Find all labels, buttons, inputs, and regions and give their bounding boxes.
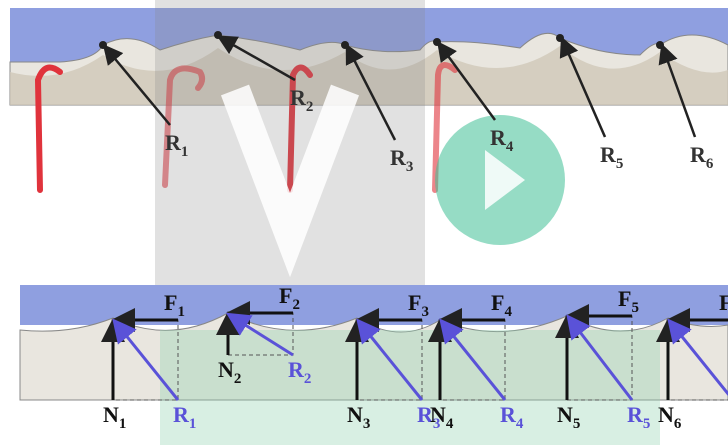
label-main: R <box>627 402 644 427</box>
label: R2 <box>288 357 311 387</box>
label-main: R <box>417 402 434 427</box>
label-sub: 2 <box>234 371 242 387</box>
arrow <box>102 44 171 126</box>
label-sub: 4 <box>504 304 512 320</box>
label-main: R <box>490 125 507 150</box>
label: F4 <box>491 290 512 320</box>
label-sub: 4 <box>506 139 514 155</box>
label: F3 <box>408 290 429 320</box>
arrow <box>559 36 607 138</box>
label-main: R <box>690 142 707 167</box>
label-sub: 1 <box>181 144 189 160</box>
arrow <box>658 43 697 138</box>
label-sub: 3 <box>433 416 441 432</box>
label-main: F <box>719 290 728 315</box>
label-main: F <box>164 290 177 315</box>
label-sub: 2 <box>304 371 312 387</box>
label-main: N <box>347 402 363 427</box>
label: R5 <box>600 142 623 172</box>
label-sub: 5 <box>616 156 624 172</box>
label-sub: 2 <box>292 297 300 313</box>
label: N3 <box>347 402 370 432</box>
label: N1 <box>103 402 126 432</box>
label-sub: 1 <box>189 416 197 432</box>
label-main: R <box>173 402 190 427</box>
label-sub: 3 <box>363 416 371 432</box>
arrow <box>345 43 397 141</box>
force-arrow <box>667 318 728 397</box>
arrow <box>437 40 497 121</box>
label-main: R <box>500 402 517 427</box>
label-main: F <box>279 283 292 308</box>
contact-point <box>341 41 349 49</box>
label: R5 <box>627 402 650 432</box>
guide-box <box>112 319 179 401</box>
label-main: N <box>103 402 119 427</box>
label: F5 <box>618 286 639 316</box>
label: R4 <box>490 125 514 155</box>
label-main: R <box>600 142 617 167</box>
label: R2 <box>290 85 313 115</box>
contact-point <box>656 41 664 49</box>
force-arrow <box>112 318 180 401</box>
label: R3 <box>417 402 440 432</box>
label: R6 <box>690 142 714 172</box>
contact-point <box>214 31 222 39</box>
label-sub: 6 <box>674 416 682 432</box>
contact-point <box>433 38 441 46</box>
label-sub: 1 <box>177 304 185 320</box>
label-sub: 6 <box>706 156 714 172</box>
force-arrow <box>566 314 634 401</box>
label-main: N <box>218 357 234 382</box>
label-sub: 1 <box>119 416 127 432</box>
label: R1 <box>165 130 188 160</box>
force-arrow <box>225 312 294 357</box>
label: R1 <box>173 402 196 432</box>
label-sub: 5 <box>573 416 581 432</box>
guide-box <box>667 319 728 401</box>
label: F2 <box>279 283 300 313</box>
label: N2 <box>218 357 241 387</box>
label-main: F <box>408 290 421 315</box>
arrow <box>216 35 296 82</box>
label-main: N <box>430 402 446 427</box>
guide-box <box>356 319 423 401</box>
label: F6 <box>719 290 728 320</box>
surface-shade <box>10 46 728 105</box>
label-main: R <box>288 357 305 382</box>
contact-point <box>99 41 107 49</box>
force-arrow <box>439 318 507 401</box>
label-main: N <box>557 402 573 427</box>
label-sub: 2 <box>306 99 314 115</box>
watermark <box>160 330 660 445</box>
guide-box <box>439 319 506 401</box>
label-sub: 5 <box>643 416 651 432</box>
label-main: R <box>390 145 407 170</box>
label-sub: 5 <box>631 300 639 316</box>
label-sub: 4 <box>516 416 524 432</box>
label-sub: 3 <box>421 304 429 320</box>
label-main: F <box>491 290 504 315</box>
label: N4 <box>430 402 454 432</box>
label: R3 <box>390 145 413 175</box>
label: N6 <box>658 402 682 432</box>
contact-point <box>556 34 564 42</box>
label: R4 <box>500 402 524 432</box>
red-marks <box>34 62 458 193</box>
label: F1 <box>164 290 185 320</box>
label-main: F <box>618 286 631 311</box>
label-main: N <box>658 402 674 427</box>
label: N5 <box>557 402 580 432</box>
label-main: R <box>290 85 307 110</box>
watermark <box>485 150 525 210</box>
label-sub: 4 <box>446 416 454 432</box>
watermark <box>220 84 360 278</box>
label-sub: 3 <box>406 159 414 175</box>
force-arrow <box>356 318 424 401</box>
label-main: R <box>165 130 182 155</box>
